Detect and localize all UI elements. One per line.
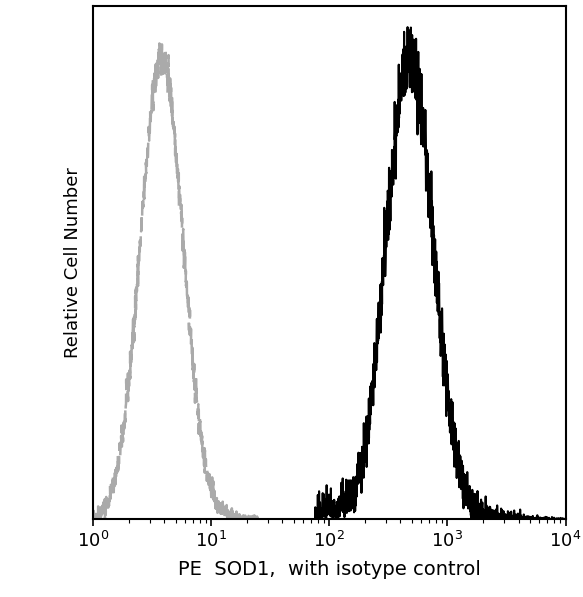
X-axis label: PE  SOD1,  with isotype control: PE SOD1, with isotype control <box>178 559 481 578</box>
Y-axis label: Relative Cell Number: Relative Cell Number <box>64 167 82 358</box>
